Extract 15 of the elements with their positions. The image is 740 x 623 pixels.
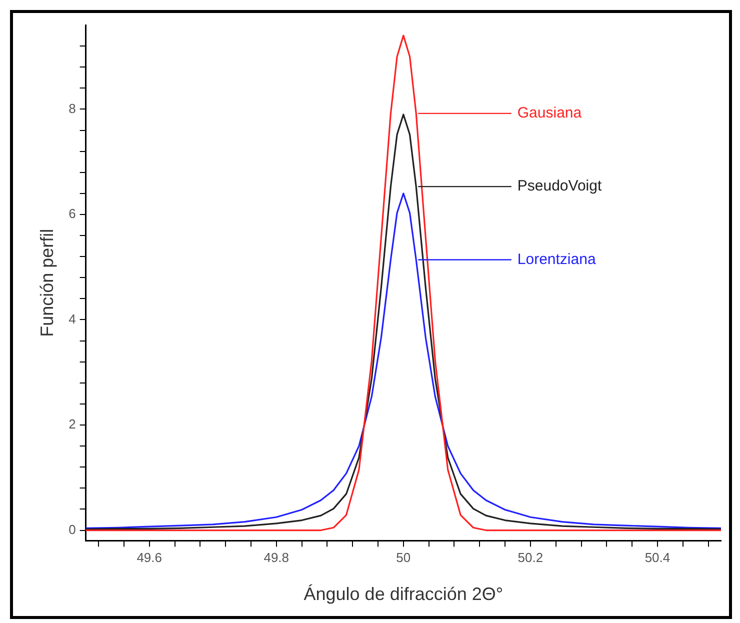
x-tick-label: 50 xyxy=(396,550,411,566)
x-tick-label: 49.6 xyxy=(136,550,162,566)
y-tick-label: 2 xyxy=(68,416,76,432)
x-tick-label: 49.8 xyxy=(264,550,290,566)
text: PseudoVoigt xyxy=(517,178,602,195)
x-axis-title: Ángulo de difracción 2Θ° xyxy=(304,584,504,604)
x-tick-label: 50.2 xyxy=(518,550,544,566)
y-axis-title: Función perfil xyxy=(36,228,57,337)
y-tick-label: 6 xyxy=(68,206,76,222)
text: Gausiana xyxy=(517,104,582,122)
y-tick-label: 0 xyxy=(68,522,76,537)
y-tick-label: 4 xyxy=(68,311,76,326)
x-tick-label: 50.4 xyxy=(644,550,670,566)
text: Lorentziana xyxy=(517,250,596,268)
y-tick-label: 8 xyxy=(68,100,76,116)
